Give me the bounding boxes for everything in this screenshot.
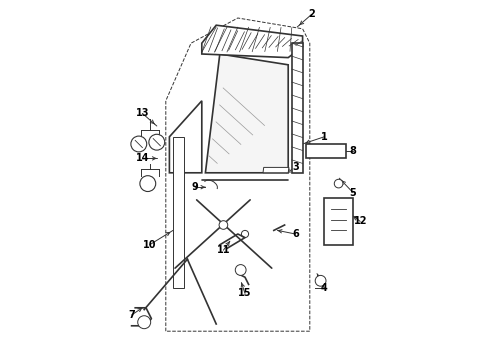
Circle shape (334, 179, 343, 188)
Circle shape (131, 136, 147, 152)
Polygon shape (202, 25, 303, 58)
Polygon shape (324, 198, 353, 245)
Circle shape (138, 316, 151, 329)
Text: 15: 15 (238, 288, 252, 298)
Circle shape (315, 275, 326, 286)
Text: 6: 6 (292, 229, 299, 239)
Polygon shape (170, 101, 202, 173)
Polygon shape (306, 144, 346, 158)
Text: 3: 3 (292, 162, 299, 172)
Polygon shape (263, 167, 289, 173)
Text: 2: 2 (308, 9, 315, 19)
Text: 1: 1 (321, 132, 328, 142)
Circle shape (140, 176, 156, 192)
Text: 8: 8 (349, 146, 356, 156)
Circle shape (235, 265, 246, 275)
Polygon shape (173, 137, 184, 288)
Polygon shape (292, 43, 303, 173)
Text: 5: 5 (350, 188, 356, 198)
Text: 7: 7 (128, 310, 135, 320)
Text: 4: 4 (321, 283, 328, 293)
Circle shape (149, 134, 165, 150)
Text: 13: 13 (136, 108, 149, 118)
Circle shape (219, 221, 228, 229)
Text: 9: 9 (191, 182, 198, 192)
Polygon shape (205, 54, 288, 173)
Text: 10: 10 (143, 240, 156, 250)
Text: 12: 12 (353, 216, 367, 226)
Circle shape (242, 230, 248, 238)
Text: 14: 14 (136, 153, 149, 163)
Text: 11: 11 (217, 245, 230, 255)
